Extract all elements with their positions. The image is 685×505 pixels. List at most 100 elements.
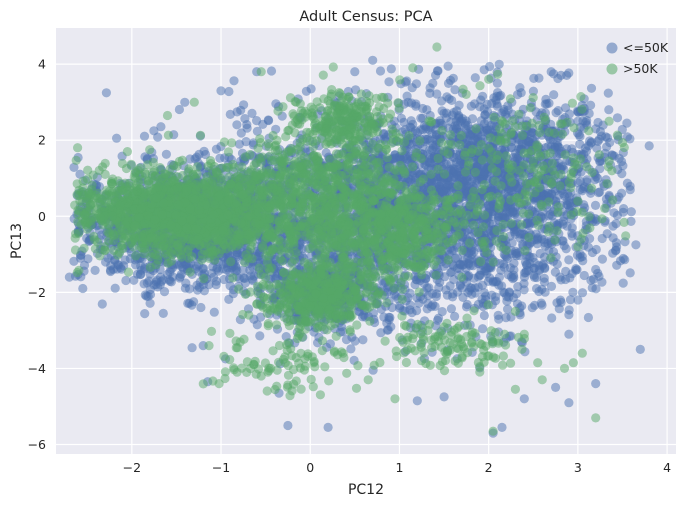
data-point	[549, 90, 559, 100]
data-point	[428, 143, 438, 153]
data-point	[323, 422, 333, 432]
data-point	[510, 209, 520, 219]
data-point	[635, 344, 645, 354]
data-point	[447, 267, 457, 277]
data-point	[187, 343, 197, 353]
data-point	[564, 305, 574, 315]
data-point	[546, 67, 556, 77]
data-point	[479, 104, 489, 114]
data-point	[564, 68, 574, 78]
data-point	[236, 105, 246, 115]
data-point	[379, 312, 389, 322]
data-point	[585, 136, 595, 146]
data-point	[422, 105, 432, 115]
data-point	[573, 295, 583, 305]
data-point	[508, 274, 518, 284]
data-point	[568, 287, 578, 297]
data-point	[622, 118, 632, 128]
data-point	[604, 105, 614, 115]
data-point	[402, 91, 412, 101]
data-point	[64, 272, 74, 282]
data-point	[515, 83, 525, 93]
data-point	[602, 133, 613, 143]
data-point	[443, 61, 453, 71]
data-point	[497, 422, 507, 432]
data-point	[513, 90, 523, 100]
data-point	[547, 313, 557, 323]
data-point	[412, 396, 422, 406]
data-point	[439, 108, 449, 118]
data-point	[591, 264, 601, 275]
data-point	[602, 142, 612, 152]
data-point	[491, 292, 501, 302]
data-point	[436, 96, 447, 106]
data-point	[644, 141, 654, 151]
data-point	[479, 310, 489, 321]
data-point	[386, 64, 396, 74]
data-point	[425, 158, 435, 168]
data-point	[101, 88, 111, 98]
data-point	[494, 59, 504, 69]
data-point	[414, 298, 424, 308]
data-point	[555, 272, 565, 282]
data-point	[545, 209, 556, 220]
data-point	[105, 265, 116, 275]
data-point	[615, 256, 626, 266]
data-point	[587, 283, 597, 293]
data-point	[236, 128, 246, 138]
data-point	[158, 308, 168, 318]
data-point	[579, 270, 589, 281]
data-point	[626, 216, 636, 226]
data-point	[216, 86, 226, 96]
data-point	[140, 309, 150, 319]
data-point	[450, 311, 460, 321]
data-point	[597, 254, 608, 264]
data-point	[551, 382, 561, 392]
data-point	[266, 66, 277, 76]
data-point	[161, 149, 171, 159]
data-point	[255, 331, 265, 341]
data-point	[527, 303, 537, 313]
data-point	[492, 99, 502, 109]
data-point	[466, 283, 477, 293]
data-point	[546, 281, 557, 291]
data-point	[551, 108, 561, 118]
data-point	[567, 144, 577, 154]
data-point	[411, 101, 421, 111]
data-point	[454, 100, 464, 110]
data-point	[189, 297, 199, 307]
data-point	[511, 246, 521, 256]
data-point	[264, 115, 274, 126]
data-point	[90, 265, 100, 275]
data-point	[539, 273, 549, 283]
data-point	[552, 141, 563, 151]
data-point	[556, 70, 566, 80]
data-point	[240, 273, 250, 283]
data-point	[224, 86, 234, 97]
data-point	[576, 167, 586, 177]
data-point	[585, 234, 595, 244]
data-point	[519, 394, 529, 404]
data-point	[567, 223, 577, 233]
data-point	[78, 283, 88, 294]
data-point	[225, 109, 235, 119]
data-point	[631, 240, 641, 250]
data-point	[611, 246, 621, 256]
data-point	[407, 308, 417, 318]
data-point	[207, 268, 217, 278]
data-point	[350, 336, 360, 346]
data-point	[494, 314, 504, 324]
data-point	[428, 78, 438, 88]
data-point	[445, 281, 455, 291]
data-point	[346, 344, 356, 354]
data-point	[586, 83, 597, 93]
data-point	[603, 88, 613, 98]
data-point	[121, 275, 131, 286]
data-point	[112, 133, 122, 143]
data-point	[577, 186, 587, 196]
data-point	[609, 208, 619, 218]
data-point	[492, 78, 502, 88]
data-point	[229, 76, 239, 86]
data-point	[446, 117, 456, 127]
